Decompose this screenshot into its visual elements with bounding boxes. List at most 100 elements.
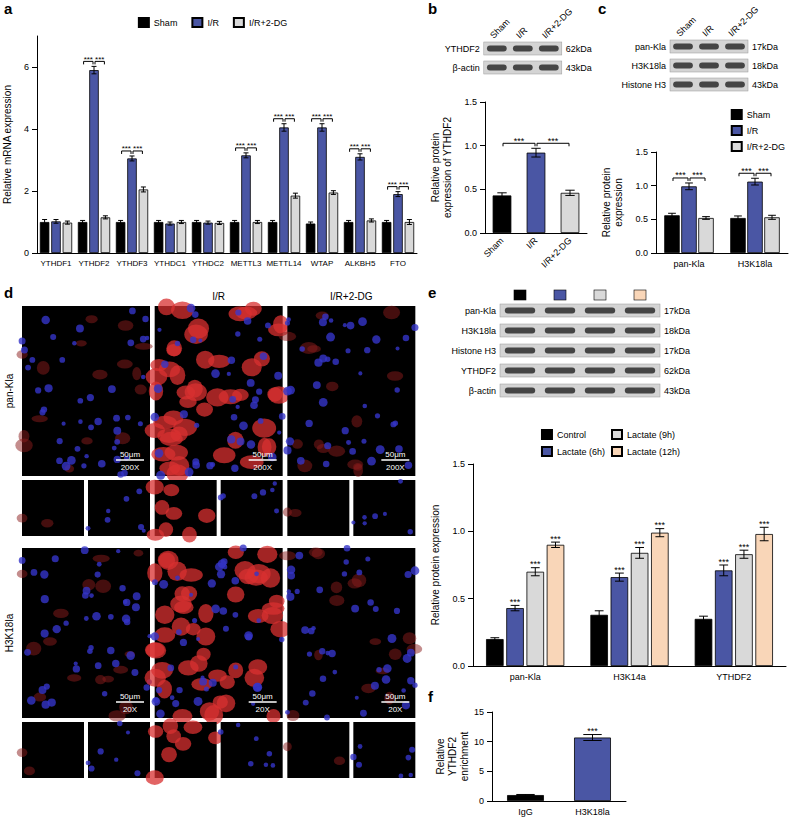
svg-text:***: *** [388, 180, 397, 189]
svg-text:***: *** [530, 559, 541, 569]
svg-text:expression of YTHDF2: expression of YTHDF2 [442, 117, 453, 218]
svg-text:200X: 200X [253, 463, 272, 472]
svg-text:43kDa: 43kDa [566, 63, 592, 73]
svg-text:***: *** [634, 539, 645, 549]
svg-text:Sham: Sham [482, 235, 506, 259]
svg-text:2: 2 [24, 186, 29, 196]
svg-text:YTHDF2: YTHDF2 [447, 737, 458, 776]
svg-text:6: 6 [24, 62, 29, 72]
svg-text:***: *** [548, 136, 559, 146]
svg-text:Histone H3: Histone H3 [621, 80, 666, 90]
svg-text:Sham: Sham [488, 17, 512, 41]
svg-text:***: *** [614, 565, 625, 575]
svg-text:I/R+2-DG: I/R+2-DG [539, 235, 573, 269]
svg-text:***: *** [758, 166, 769, 176]
svg-text:Lactate (9h): Lactate (9h) [627, 430, 675, 440]
svg-text:***: *** [759, 519, 770, 529]
svg-text:200X: 200X [386, 463, 405, 472]
svg-text:18kDa: 18kDa [752, 61, 778, 71]
svg-text:I/R: I/R [700, 23, 716, 39]
svg-text:Histone H3: Histone H3 [451, 346, 496, 356]
svg-text:ALKBH5: ALKBH5 [345, 259, 376, 268]
svg-text:50μm: 50μm [253, 450, 274, 459]
svg-text:15: 15 [474, 707, 484, 717]
svg-text:***: *** [285, 112, 294, 121]
svg-text:***: *** [247, 141, 256, 150]
svg-text:METTL3: METTL3 [231, 259, 262, 268]
svg-text:Sham: Sham [154, 18, 178, 28]
svg-text:0: 0 [24, 248, 29, 258]
svg-text:enrichment: enrichment [459, 732, 470, 782]
svg-text:43kDa: 43kDa [752, 80, 778, 90]
svg-text:1.5: 1.5 [452, 459, 465, 469]
svg-text:***: *** [312, 112, 321, 121]
svg-text:H3K14a: H3K14a [613, 672, 646, 682]
svg-text:H3K18la: H3K18la [4, 613, 15, 652]
svg-text:IgG: IgG [518, 807, 533, 817]
svg-text:Sham: Sham [747, 110, 771, 120]
svg-text:5: 5 [479, 766, 484, 776]
svg-text:***: *** [133, 144, 142, 153]
svg-text:WTAP: WTAP [311, 259, 334, 268]
svg-text:pan-Kla: pan-Kla [673, 259, 704, 269]
svg-text:50μm: 50μm [120, 450, 141, 459]
svg-text:I/R: I/R [524, 235, 540, 251]
svg-text:0.0: 0.0 [452, 661, 465, 671]
svg-text:***: *** [361, 142, 370, 151]
svg-text:50μm: 50μm [120, 692, 141, 701]
svg-text:62kDa: 62kDa [566, 44, 592, 54]
svg-text:***: *** [84, 55, 93, 64]
svg-text:1.5: 1.5 [464, 97, 477, 107]
svg-text:0.0: 0.0 [635, 248, 648, 258]
svg-text:***: *** [510, 597, 521, 607]
svg-text:H3K18la: H3K18la [738, 259, 773, 269]
svg-text:I/R+2-DG: I/R+2-DG [540, 6, 574, 40]
svg-text:Relative protein: Relative protein [601, 168, 612, 237]
svg-text:H3K18la: H3K18la [461, 326, 496, 336]
svg-text:YTHDC1: YTHDC1 [154, 259, 187, 268]
svg-text:***: *** [655, 520, 666, 530]
svg-text:17kDa: 17kDa [752, 42, 778, 52]
svg-text:Sham: Sham [674, 15, 698, 39]
svg-text:I/R+2-DG: I/R+2-DG [330, 291, 373, 302]
svg-text:17kDa: 17kDa [664, 306, 690, 316]
svg-text:YTHDF2: YTHDF2 [716, 672, 751, 682]
svg-text:I/R+2-DG: I/R+2-DG [726, 4, 760, 38]
svg-text:***: *** [122, 144, 131, 153]
svg-text:I/R: I/R [514, 25, 530, 41]
svg-text:18kDa: 18kDa [664, 326, 690, 336]
svg-text:YTHDF1: YTHDF1 [40, 259, 72, 268]
svg-text:200X: 200X [121, 463, 140, 472]
svg-text:4: 4 [24, 124, 29, 134]
svg-text:Relative mRNA expression: Relative mRNA expression [2, 85, 13, 204]
svg-text:1.5: 1.5 [635, 147, 648, 157]
svg-text:YTHDF2: YTHDF2 [461, 366, 496, 376]
svg-text:1.0: 1.0 [464, 141, 477, 151]
svg-text:0: 0 [479, 796, 484, 806]
svg-text:I/R: I/R [747, 126, 759, 136]
svg-text:pan-Kla: pan-Kla [465, 306, 496, 316]
svg-text:pan-Kla: pan-Kla [510, 672, 541, 682]
svg-text:50μm: 50μm [385, 450, 406, 459]
svg-text:YTHDF2: YTHDF2 [78, 259, 110, 268]
svg-text:***: *** [550, 534, 561, 544]
svg-text:Relative protein expression: Relative protein expression [430, 505, 441, 626]
svg-text:***: *** [514, 136, 525, 146]
svg-text:***: *** [692, 170, 703, 180]
svg-text:50μm: 50μm [385, 692, 406, 701]
svg-text:***: *** [675, 170, 686, 180]
svg-text:I/R+2-DG: I/R+2-DG [747, 142, 785, 152]
svg-text:H3K18la: H3K18la [631, 61, 666, 71]
svg-text:***: *** [323, 112, 332, 121]
svg-text:H3K18la: H3K18la [575, 807, 610, 817]
svg-text:0.0: 0.0 [464, 228, 477, 238]
svg-text:10: 10 [474, 737, 484, 747]
svg-text:***: *** [350, 142, 359, 151]
svg-text:50μm: 50μm [253, 692, 274, 701]
svg-text:YTHDC2: YTHDC2 [192, 259, 225, 268]
svg-text:pan-Kla: pan-Kla [635, 42, 666, 52]
svg-text:Relative: Relative [435, 738, 446, 775]
svg-text:62kDa: 62kDa [664, 366, 690, 376]
svg-text:FTO: FTO [390, 259, 406, 268]
svg-text:***: *** [718, 557, 729, 567]
